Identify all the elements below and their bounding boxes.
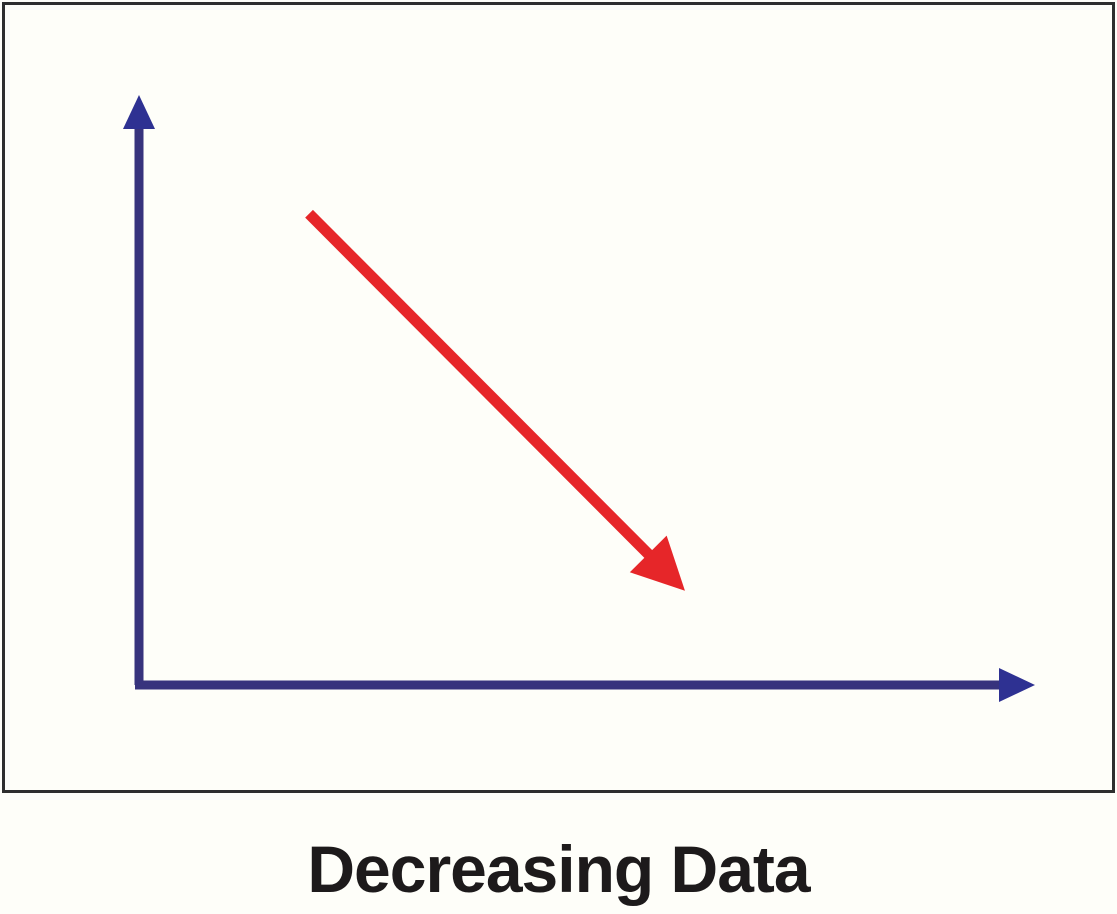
chart-frame bbox=[2, 2, 1115, 793]
chart-caption: Decreasing Data bbox=[307, 832, 810, 906]
trend-arrowhead-icon bbox=[629, 535, 685, 591]
y-axis bbox=[123, 95, 155, 685]
decreasing-trend-arrow bbox=[305, 209, 685, 591]
trend-chart bbox=[123, 95, 1035, 702]
trend-line bbox=[305, 209, 663, 568]
x-axis-arrowhead-icon bbox=[999, 668, 1035, 702]
x-axis bbox=[135, 668, 1035, 702]
y-axis-arrowhead-icon bbox=[123, 95, 155, 129]
